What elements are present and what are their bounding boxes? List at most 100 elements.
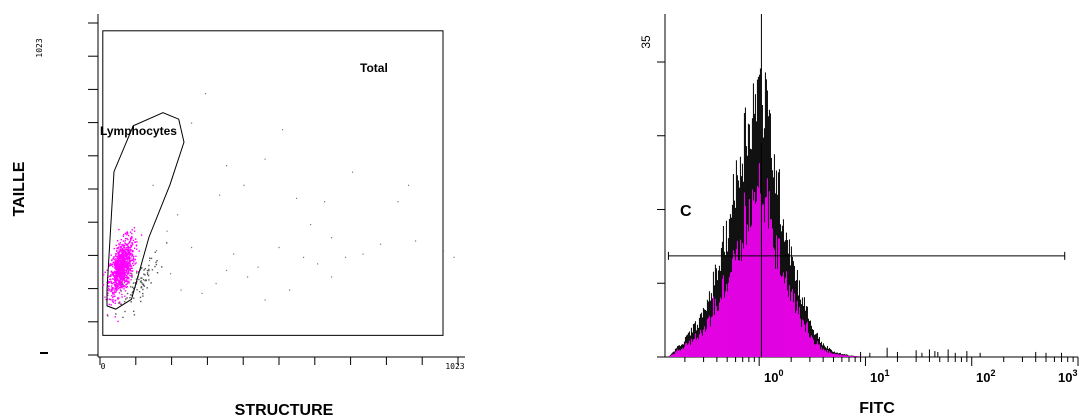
- dotplot-event: [149, 257, 151, 259]
- dotplot-event: [127, 246, 130, 249]
- dotplot-event: [257, 266, 259, 268]
- dotplot-event: [316, 263, 319, 265]
- dotplot-event: [126, 267, 128, 270]
- dotplot-event: [124, 255, 127, 257]
- dotplot-event: [118, 268, 120, 271]
- dotplot-event: [126, 231, 128, 233]
- dotplot-event: [130, 260, 132, 262]
- dotplot-event: [129, 297, 131, 299]
- dotplot-event: [115, 290, 118, 292]
- dotplot-event: [128, 280, 130, 282]
- dotplot-event: [111, 259, 113, 262]
- dotplot-event: [104, 296, 106, 298]
- dotplot-event: [108, 281, 111, 283]
- dotplot-event: [155, 261, 157, 264]
- dotplot-event: [118, 279, 120, 281]
- dotplot-event: [129, 259, 131, 261]
- dotplot-event: [126, 297, 128, 299]
- dotplot-event: [122, 244, 125, 247]
- dotplot-event: [131, 267, 133, 269]
- dotplot-event: [246, 276, 249, 278]
- dotplot-event: [127, 276, 129, 279]
- dotplot-event: [120, 286, 122, 288]
- dotplot-event: [232, 253, 235, 255]
- dotplot-event: [135, 244, 138, 246]
- dotplot-event: [114, 285, 116, 287]
- dotplot-event: [131, 275, 133, 277]
- svg-text:100: 100: [764, 368, 783, 385]
- dotplot-event: [140, 300, 142, 303]
- dotplot-event: [397, 201, 399, 203]
- dotplot-event: [218, 194, 221, 196]
- dotplot-event: [124, 271, 127, 273]
- dotplot-event: [123, 233, 125, 236]
- dotplot-event: [125, 244, 127, 246]
- dotplot-event: [119, 271, 121, 274]
- dotplot-event: [144, 274, 146, 276]
- dotplot-event: [120, 303, 122, 305]
- dotplot-event: [119, 278, 121, 280]
- dotplot-event: [121, 279, 124, 281]
- dotplot-event: [126, 237, 128, 240]
- dotplot-event: [142, 295, 144, 297]
- dotplot-event: [122, 253, 124, 255]
- dotplot-event: [120, 282, 122, 284]
- dotplot-event: [117, 270, 120, 272]
- dotplot-event: [111, 264, 113, 266]
- dotplot-event: [142, 288, 144, 291]
- dotplot-event: [124, 271, 126, 274]
- dotplot-event: [111, 287, 114, 289]
- dotplot-event: [118, 283, 120, 286]
- dotplot-event: [132, 259, 134, 261]
- gate-lymphocytes[interactable]: [106, 112, 185, 310]
- dotplot-event: [114, 265, 117, 267]
- dotplot-event: [118, 246, 120, 248]
- dotplot-event: [110, 290, 112, 292]
- dotplot-event: [122, 284, 124, 286]
- dotplot-event: [152, 184, 154, 186]
- dotplot-event: [111, 272, 113, 274]
- dotplot-event: [118, 259, 120, 262]
- dotplot-event: [114, 279, 116, 281]
- dotplot-event: [125, 269, 127, 271]
- dotplot-event: [122, 261, 125, 263]
- dotplot-event: [123, 277, 125, 280]
- histogram-marker-c[interactable]: [667, 251, 1066, 260]
- dotplot-event: [109, 278, 111, 281]
- dotplot-event: [146, 272, 149, 274]
- dotplot-event: [117, 273, 119, 275]
- dotplot-event: [118, 265, 120, 267]
- dotplot-event: [115, 260, 117, 262]
- dotplot-event: [124, 273, 126, 275]
- dotplot-event: [108, 287, 110, 290]
- dotplot-event: [113, 247, 115, 250]
- gate-total[interactable]: [102, 30, 444, 336]
- histogram-x-tick-label-0: 100: [764, 368, 783, 385]
- dotplot-event: [133, 261, 135, 263]
- dotplot-event: [117, 240, 119, 242]
- dotplot-event: [109, 265, 111, 267]
- dotplot-event: [145, 279, 147, 281]
- dotplot-event: [107, 315, 109, 317]
- dotplot-event: [120, 257, 122, 259]
- dotplot-event: [118, 282, 120, 285]
- dotplot-event: [140, 287, 143, 289]
- dotplot-event: [117, 274, 119, 276]
- dotplot-event: [121, 293, 123, 296]
- dotplot-event: [115, 244, 117, 247]
- dotplot-event: [323, 201, 326, 203]
- dotplot-event: [148, 279, 150, 281]
- dotplot-event: [118, 275, 120, 278]
- dotplot-event: [120, 262, 122, 264]
- dotplot-event: [135, 255, 137, 257]
- dotplot-event: [118, 260, 120, 262]
- dotplot-event: [112, 273, 114, 275]
- dotplot-event: [215, 282, 217, 285]
- dotplot-event: [295, 197, 298, 200]
- dotplot-event: [119, 279, 122, 281]
- dotplot-event: [119, 275, 122, 277]
- dotplot-event: [126, 292, 129, 295]
- dotplot-event: [130, 265, 132, 267]
- dotplot-event: [122, 277, 124, 280]
- dotplot-event: [118, 250, 120, 252]
